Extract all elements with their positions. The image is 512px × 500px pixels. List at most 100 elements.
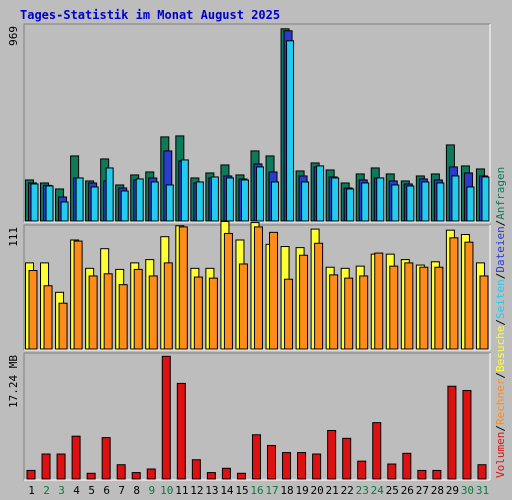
volumen-bar-day-28 [432, 469, 442, 480]
volumen-bar-day-24 [372, 422, 382, 480]
rechner-bar-day-24 [374, 252, 384, 350]
day-label-3: 3 [58, 484, 65, 497]
side-legend-separator: / [494, 273, 507, 280]
seiten-bar-day-2 [45, 185, 54, 222]
day-label-15: 15 [235, 484, 248, 497]
side-legend-separator: / [494, 319, 507, 326]
chart-title: Tages-Statistik im Monat August 2025 [20, 8, 280, 22]
volumen-bar-day-21 [327, 429, 337, 480]
seiten-bar-day-3 [60, 201, 69, 222]
rechner-bar-day-6 [103, 273, 113, 350]
volumen-bar-day-25 [387, 463, 397, 480]
day-label-7: 7 [118, 484, 125, 497]
volumen-bar-day-1 [26, 469, 36, 480]
volumen-bar-day-15 [236, 472, 246, 480]
day-label-24: 24 [371, 484, 385, 497]
day-label-21: 21 [326, 484, 339, 497]
seiten-bar-day-18 [286, 40, 295, 222]
day-label-14: 14 [220, 484, 234, 497]
day-label-16: 16 [250, 484, 263, 497]
day-label-9: 9 [148, 484, 155, 497]
rechner-bar-day-13 [208, 277, 218, 350]
rechner-bar-day-2 [43, 285, 53, 350]
volumen-bar-day-3 [56, 453, 66, 480]
rechner-bar-day-4 [73, 240, 83, 350]
seiten-bar-day-21 [331, 177, 340, 222]
rechner-bar-day-10 [163, 262, 173, 350]
rechner-bar-day-8 [133, 268, 143, 350]
day-label-30: 30 [461, 484, 474, 497]
day-label-18: 18 [280, 484, 293, 497]
seiten-bar-day-29 [451, 175, 460, 222]
seiten-bar-day-23 [361, 182, 370, 222]
seiten-bar-day-9 [150, 181, 159, 222]
day-label-20: 20 [311, 484, 324, 497]
seiten-bar-day-26 [406, 185, 415, 222]
volumen-bar-day-13 [206, 472, 216, 480]
rechner-bar-day-28 [434, 266, 444, 350]
day-label-4: 4 [73, 484, 80, 497]
volumen-bar-day-22 [342, 437, 352, 480]
day-label-28: 28 [431, 484, 444, 497]
seiten-bar-day-5 [90, 186, 99, 222]
rechner-bar-day-16 [253, 226, 263, 350]
volumen-bar-day-26 [402, 452, 412, 480]
volumen-bar-day-31 [477, 464, 487, 480]
seiten-bar-day-7 [120, 190, 129, 222]
rechner-bar-day-31 [479, 275, 489, 350]
day-label-2: 2 [43, 484, 50, 497]
volumen-bar-day-30 [462, 390, 472, 480]
day-label-25: 25 [386, 484, 399, 497]
seiten-bar-day-11 [180, 159, 189, 222]
day-label-6: 6 [103, 484, 110, 497]
day-label-8: 8 [133, 484, 140, 497]
rechner-bar-day-26 [404, 262, 414, 350]
seiten-bar-day-25 [391, 184, 400, 222]
seiten-bar-day-13 [210, 176, 219, 222]
rechner-bar-day-18 [284, 278, 294, 350]
seiten-bar-day-8 [135, 178, 144, 222]
seiten-bar-day-30 [466, 186, 475, 222]
volumen-bar-day-17 [267, 444, 277, 480]
side-legend-dateien: Dateien [494, 226, 507, 272]
volumen-bar-day-5 [86, 472, 96, 480]
seiten-bar-day-17 [271, 181, 280, 222]
side-legend-seiten: Seiten [494, 279, 507, 319]
volumen-bar-day-2 [41, 453, 51, 480]
volumen-bar-day-20 [312, 453, 322, 480]
volumen-bar-day-14 [221, 467, 231, 480]
rechner-bar-day-11 [178, 226, 188, 350]
panel-2-ymax-label: 111 [7, 227, 20, 247]
side-legend-separator: / [494, 425, 507, 432]
volumen-bar-day-4 [71, 435, 81, 480]
day-label-29: 29 [446, 484, 459, 497]
seiten-bar-day-12 [195, 181, 204, 222]
day-label-12: 12 [190, 484, 203, 497]
rechner-bar-day-25 [389, 265, 399, 350]
seiten-bar-day-1 [30, 183, 39, 222]
side-legend-separator: / [494, 372, 507, 379]
day-label-10: 10 [160, 484, 173, 497]
volumen-bar-day-23 [357, 460, 367, 480]
rechner-bar-day-14 [223, 232, 233, 350]
volumen-bar-day-6 [101, 437, 111, 480]
rechner-bar-day-30 [464, 241, 474, 350]
rechner-bar-day-20 [314, 242, 324, 350]
seiten-bar-day-27 [421, 181, 430, 222]
seiten-bar-day-22 [346, 188, 355, 222]
seiten-bar-day-6 [105, 167, 114, 222]
volumen-bar-day-10 [161, 355, 171, 480]
rechner-bar-day-7 [118, 284, 128, 350]
side-legend-rechner: Rechner [494, 378, 507, 425]
volumen-bar-day-29 [447, 385, 457, 480]
volumen-bar-day-16 [251, 434, 261, 480]
volumen-bar-day-9 [146, 468, 156, 480]
seiten-bar-day-28 [436, 182, 445, 222]
day-label-17: 17 [265, 484, 278, 497]
volumen-bar-day-19 [297, 452, 307, 480]
rechner-bar-day-23 [359, 275, 369, 350]
rechner-bar-day-19 [299, 254, 309, 350]
rechner-bar-day-27 [419, 266, 429, 350]
